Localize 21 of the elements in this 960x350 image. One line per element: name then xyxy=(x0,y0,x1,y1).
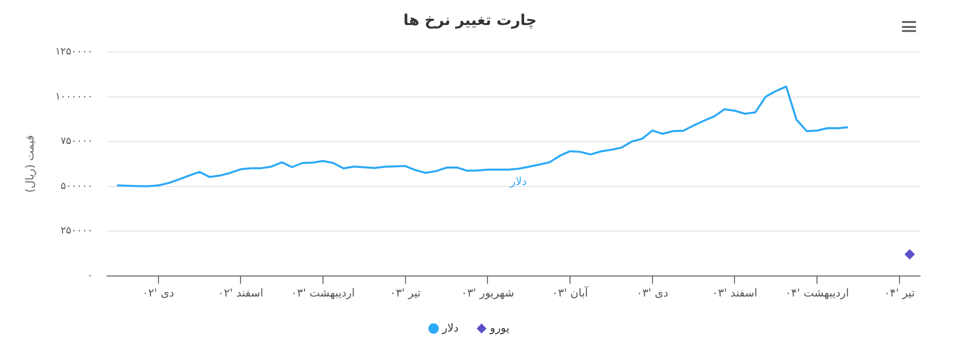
y-tick-label: ۷۵۰۰۰۰ xyxy=(60,136,93,148)
x-tick-label: دی '۰۲ xyxy=(142,286,174,300)
y-tick-label: ۲۵۰۰۰۰ xyxy=(60,226,93,237)
legend-label: یورو xyxy=(489,321,510,334)
x-tick-label: تیر '۰۳ xyxy=(390,286,421,300)
y-tick-label: ۱۲۵۰۰۰۰ xyxy=(55,46,93,58)
y-tick-label: ۰ xyxy=(87,270,93,282)
text: دلار xyxy=(510,175,527,188)
legend-label: دلار xyxy=(441,321,459,334)
x-tick-label: اسفند '۰۳ xyxy=(712,286,758,300)
y-axis-title: قیمت (ریال) xyxy=(23,135,36,193)
y-tick-label: ۱۰۰۰۰۰۰ xyxy=(55,91,93,102)
x-tick-label: دی '۰۳ xyxy=(636,286,668,300)
x-tick-label: تیر '۰۴ xyxy=(884,286,915,300)
x-tick-label: اردیبهشت '۰۳ xyxy=(291,286,355,300)
x-tick-label: شهریور '۰۳ xyxy=(461,286,514,300)
x-tick-label: اردیبهشت '۰۴ xyxy=(785,286,849,300)
chart-title: چارت تغییر نرخ ها xyxy=(403,10,537,29)
x-tick-label: اسفند '۰۲ xyxy=(218,286,264,300)
y-tick-label: ۵۰۰۰۰۰ xyxy=(60,180,93,192)
x-tick-label: آبان '۰۳ xyxy=(552,285,589,300)
